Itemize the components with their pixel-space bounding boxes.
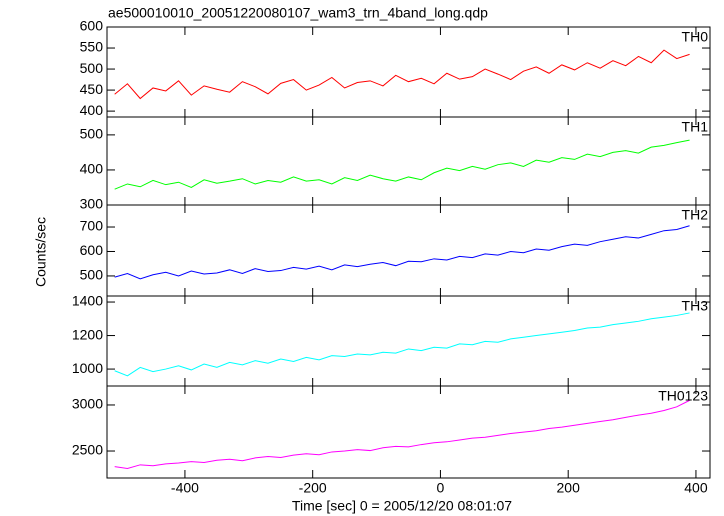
panel-frame xyxy=(106,385,711,479)
y-tick-label: 2500 xyxy=(72,442,103,458)
y-tick-label: 550 xyxy=(80,39,104,55)
y-tick-label: 1200 xyxy=(72,326,103,342)
y-tick-label: 500 xyxy=(80,126,104,142)
data-line xyxy=(114,139,690,190)
y-tick-label: 450 xyxy=(80,81,104,97)
series-label: TH0123 xyxy=(658,388,708,404)
series-label: TH0 xyxy=(682,29,709,45)
y-tick-label: 500 xyxy=(80,60,104,76)
x-tick-label: -400 xyxy=(171,480,199,496)
x-tick-label: 400 xyxy=(684,480,708,496)
y-tick-label: 1400 xyxy=(72,293,103,309)
y-tick-label: 300 xyxy=(80,196,104,212)
y-tick-label: 700 xyxy=(80,218,104,234)
y-tick-label: 500 xyxy=(80,267,104,283)
data-line xyxy=(114,399,690,470)
y-tick-label: 400 xyxy=(80,102,104,118)
y-tick-label: 600 xyxy=(80,18,104,34)
chart-title: ae500010010_20051220080107_wam3_trn_4ban… xyxy=(108,5,488,21)
data-line xyxy=(114,225,690,280)
y-tick-label: 1000 xyxy=(72,360,103,376)
x-tick-label: 0 xyxy=(437,480,445,496)
series-label: TH1 xyxy=(682,119,709,135)
x-axis-label: Time [sec] 0 = 2005/12/20 08:01:07 xyxy=(292,498,512,514)
y-tick-label: 3000 xyxy=(72,396,103,412)
y-tick-label: 400 xyxy=(80,161,104,177)
data-line xyxy=(114,49,690,100)
y-axis-label: Counts/sec xyxy=(33,217,49,287)
data-line xyxy=(114,312,690,377)
x-tick-label: -200 xyxy=(299,480,327,496)
x-tick-label: 200 xyxy=(557,480,581,496)
series-label: TH2 xyxy=(682,207,709,223)
y-tick-label: 600 xyxy=(80,242,104,258)
series-label: TH3 xyxy=(682,298,709,314)
